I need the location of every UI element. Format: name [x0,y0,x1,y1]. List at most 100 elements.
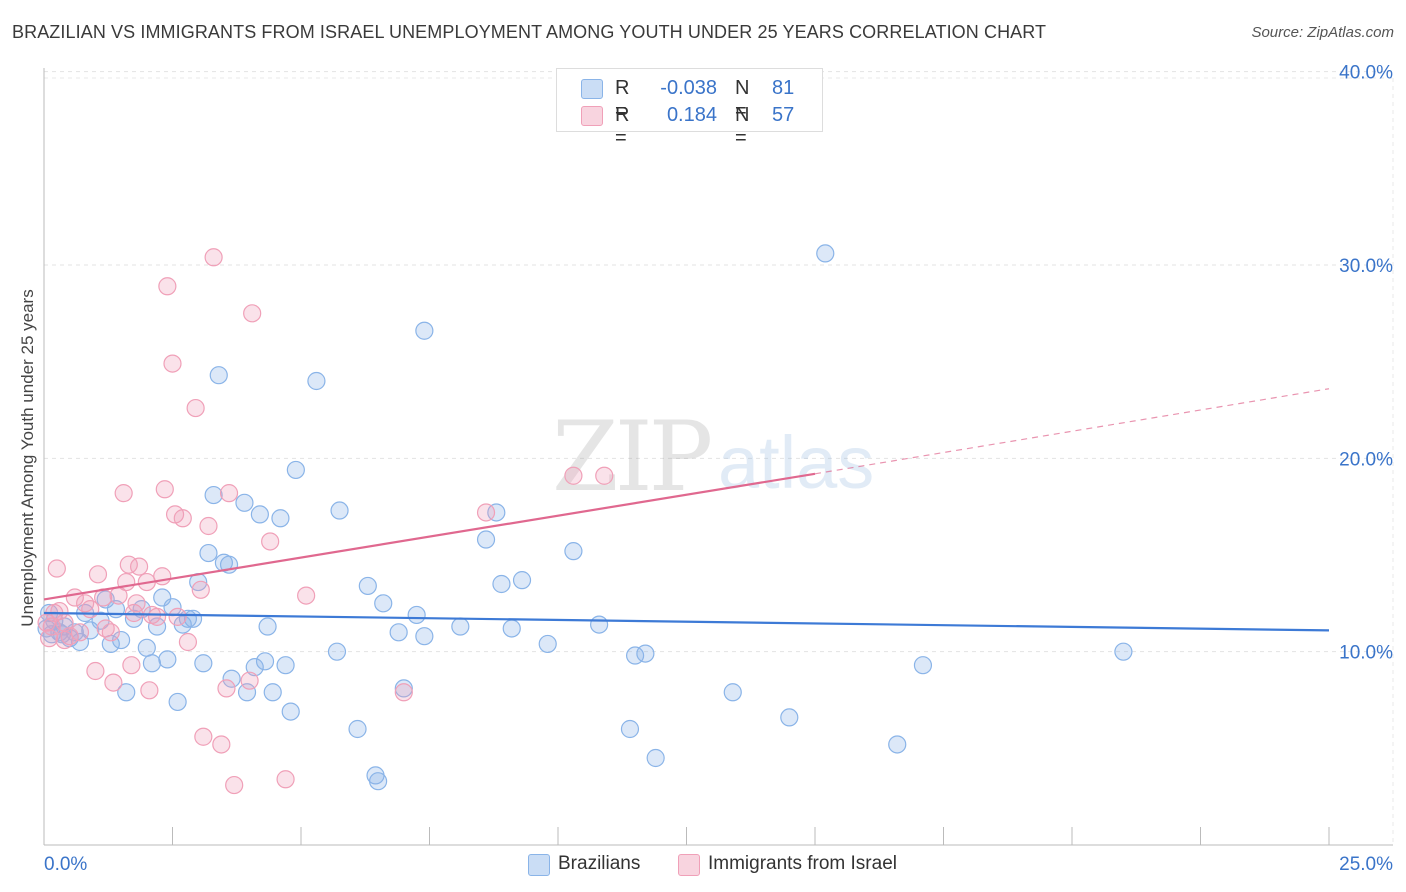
brazilians-point [199,543,218,563]
brazilians-point [538,634,557,654]
israel-point [127,594,146,613]
brazilians-point [620,719,640,739]
y-tick-label: 40.0% [1339,63,1393,84]
israel-point [297,586,316,605]
israel-point [140,681,159,700]
brazilians-point [204,485,223,505]
israel-point [219,484,239,503]
brazilians-point [451,617,470,636]
israel-point [212,735,231,754]
brazilians-point [487,503,506,522]
x-tick-label: 25.0% [1339,854,1393,875]
brazilians-point [258,617,277,636]
brazilians-point [70,632,90,652]
y-tick-label: 10.0% [1339,643,1393,664]
israel-point [101,623,120,642]
brazilians-point [492,574,511,594]
brazilians-point [476,530,496,549]
bottom-legend-label: Immigrants from Israel [708,853,897,874]
watermark-atlas: atlas [718,421,874,504]
legend-n-label: N = [735,104,750,149]
brazilians-point [780,708,799,727]
israel-point [70,623,90,642]
israel-point [199,516,218,536]
brazilians-point [142,654,162,673]
brazilians-points [37,244,1133,791]
brazilians-trend-line [43,611,1330,632]
brazilians-point [1114,642,1133,661]
brazilians-point [369,772,388,791]
brazilians-point [374,594,393,613]
brazilians-point [263,683,282,702]
israel-point [122,656,141,675]
israel-point [276,770,295,789]
brazilians-point [502,619,521,638]
brazilians-point [816,244,835,263]
brazilians-point [307,371,326,391]
israel-point [40,629,59,648]
bottom-legend-label: Brazilians [558,853,641,874]
brazilians-point [415,627,434,646]
israel-point [55,630,74,650]
brazilians-point [327,642,347,661]
brazilians-point [245,658,264,677]
legend-r-value: 0.184 [666,104,717,126]
israel-point [104,673,123,692]
bottom-swatch-blue [528,854,550,876]
legend-n-value: 57 [772,104,795,126]
israel-point [191,580,210,599]
brazilians-point [286,460,305,480]
brazilians-point [913,656,933,675]
brazilians-point [209,366,228,385]
brazilians-point [348,719,367,739]
bottom-swatch-pink [678,854,700,876]
israel-point [243,304,262,323]
legend-r-label: R = [615,77,630,122]
israel-point [168,607,187,626]
brazilians-point [237,683,257,702]
brazilians-point [888,735,907,754]
legend-n-value: 81 [772,77,795,99]
brazilians-point [389,623,408,642]
legend-n-label: N = [735,77,750,122]
y-tick-label: 20.0% [1339,449,1393,470]
israel-point [595,466,614,485]
israel-point [178,632,198,652]
israel-point [476,503,496,522]
legend-swatch-blue [581,79,603,99]
israel-point [129,557,149,576]
israel-point [240,671,259,690]
israel-point [186,398,205,418]
israel-trend-line [43,472,816,601]
brazilians-point [276,656,295,675]
x-tick-label: 0.0% [44,854,87,875]
brazilians-point [394,679,413,698]
brazilians-point [194,654,213,673]
israel-point [173,509,192,528]
israel-point [261,532,280,551]
watermark: ZIP atlas [552,401,874,513]
israel-point [88,565,108,584]
brazilians-point [358,576,377,596]
y-tick-label: 30.0% [1339,256,1393,277]
y-axis-label: Unemployment Among Youth under 25 years [18,289,37,627]
brazilians-point [235,493,254,512]
watermark-zip: ZIP [552,401,711,513]
israel-point [47,559,66,578]
source-label: Source: ZipAtlas.com [1251,24,1394,41]
brazilians-point [723,683,742,702]
israel-point [225,775,244,795]
israel-trend-extension [814,388,1330,475]
brazilians-point [158,650,177,669]
brazilians-point [222,669,241,688]
israel-point [204,248,223,267]
trend-lines [43,388,1330,632]
axes [43,68,1393,846]
brazilians-point [636,644,655,663]
correlation-legend: R = -0.038 N = 81 R = 0.184 N = 57 [556,68,823,149]
brazilians-point [646,748,665,768]
brazilians-point [250,505,269,524]
brazilians-point [183,609,203,628]
israel-point [394,683,413,702]
